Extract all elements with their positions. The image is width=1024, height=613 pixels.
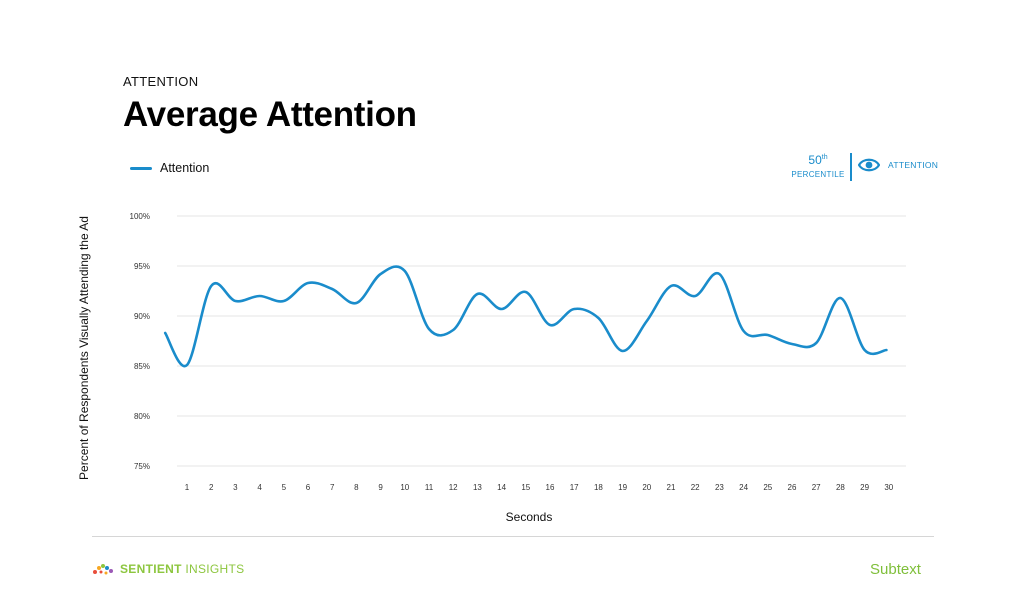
x-tick-label: 5 [282,483,287,492]
eye-icon [858,158,880,172]
y-axis-label: Percent of Respondents Visually Attendin… [77,216,91,480]
page-title: Average Attention [123,95,417,134]
sentient-insights-wordmark: SENTIENT INSIGHTS [120,562,244,576]
x-tick-label: 14 [497,483,506,492]
y-tick-label: 85% [134,362,150,371]
x-tick-label: 23 [715,483,724,492]
x-axis-label: Seconds [506,510,553,524]
x-tick-label: 28 [836,483,845,492]
x-tick-label: 12 [449,483,458,492]
x-tick-label: 13 [473,483,482,492]
x-tick-label: 6 [306,483,311,492]
x-tick-label: 26 [788,483,797,492]
x-tick-label: 16 [546,483,555,492]
x-tick-label: 20 [642,483,651,492]
sentient-insights-logo: SENTIENT INSIGHTS [92,562,244,576]
x-tick-label: 4 [257,483,262,492]
y-tick-label: 80% [134,412,150,421]
x-tick-label: 21 [667,483,676,492]
x-tick-label: 11 [425,483,434,492]
percentile-badge: 50th PERCENTILE [790,153,846,180]
percentile-suffix: th [821,154,828,161]
x-tick-label: 25 [763,483,772,492]
x-tick-label: 29 [860,483,869,492]
chart-legend: Attention [130,161,209,175]
brand-part-1: SENTIENT [120,562,182,576]
attention-series-line [163,265,888,368]
chart-grid [177,215,906,467]
x-tick-label: 27 [812,483,821,492]
percentile-number: 50th [790,153,846,167]
badge-divider [850,153,852,181]
x-tick-label: 24 [739,483,748,492]
x-tick-label: 8 [354,483,359,492]
percentile-value: 50 [808,153,822,167]
y-tick-label: 90% [134,312,150,321]
x-tick-label: 19 [618,483,627,492]
x-tick-label: 30 [884,483,893,492]
footer-divider [92,536,934,537]
series-points [165,271,886,365]
x-axis-ticks: 1 2 3 4 5 6 7 8 9 10 11 12 13 14 15 16 17 18 19 20 21 22 23 24 2… [185,483,894,492]
x-tick-label: 18 [594,483,603,492]
x-tick-label: 9 [378,483,383,492]
brand-part-2: INSIGHTS [185,562,245,576]
subtext-logo: Subtext [870,561,921,578]
x-tick-label: 15 [521,483,530,492]
eyebrow-label: ATTENTION [123,74,199,89]
percentile-word: PERCENTILE [791,170,845,180]
x-tick-label: 17 [570,483,579,492]
x-tick-label: 2 [209,483,214,492]
y-axis-ticks: 100% 95% 90% 85% 80% 75% [130,212,150,471]
x-tick-label: 3 [233,483,238,492]
y-tick-label: 75% [134,462,150,471]
legend-swatch [130,166,152,170]
x-tick-label: 1 [185,483,190,492]
x-tick-label: 22 [691,483,700,492]
y-tick-label: 100% [130,212,150,221]
badge-attention-label: ATTENTION [888,160,939,170]
x-tick-label: 10 [400,483,409,492]
x-tick-label: 7 [330,483,335,492]
sentient-logo-icon [93,564,113,575]
y-tick-label: 95% [134,262,150,271]
legend-label: Attention [160,161,210,175]
